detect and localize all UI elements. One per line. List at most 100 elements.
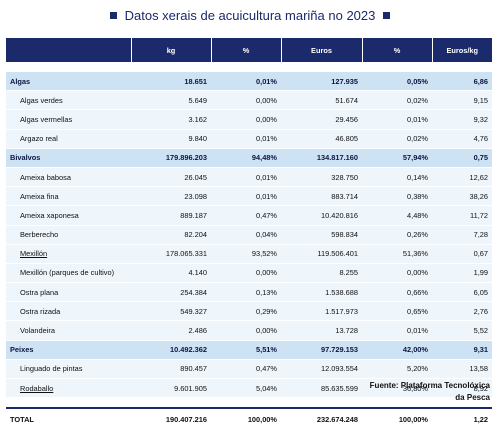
source-line-2: da Pesca (455, 393, 490, 402)
row-label: Ameixa fina (6, 186, 131, 207)
cell-euros: 13.728 (281, 320, 362, 341)
category-row: Algas 18.651 0,01% 127.935 0,05% 6,86 (6, 72, 492, 92)
cell-euros-pct: 0,38% (362, 186, 432, 207)
cell-euros-pct: 4,48% (362, 205, 432, 226)
cell-euros: 12.093.554 (281, 359, 362, 380)
cell-kg: 4.140 (131, 263, 211, 284)
cell-kg: 3.162 (131, 109, 211, 130)
cell-euros-kg: 0,75 (432, 148, 492, 168)
total-row: TOTAL 190.407.216 100,00% 232.674.248 100,00… (6, 407, 492, 430)
item-row: Volandeira 2.486 0,00% 13.728 0,01% 5,52 (6, 320, 492, 341)
cell-euros-pct: 5,20% (362, 359, 432, 380)
cell-euros-pct: 36,80% (362, 378, 432, 399)
cell-kg-pct: 0,01% (211, 129, 281, 149)
item-row: Ameixa babosa 26.045 0,01% 328.750 0,14% 12,6… (6, 167, 492, 188)
cell-kg: 82.204 (131, 225, 211, 245)
row-label: Mexillón (parques de cultivo) (6, 263, 131, 284)
cell-euros: 134.817.160 (281, 148, 362, 168)
cell-kg: 179.896.203 (131, 148, 211, 168)
cell-euros-pct: 0,65% (362, 301, 432, 322)
cell-euros-pct: 0,14% (362, 167, 432, 188)
row-label: Ostra rizada (6, 301, 131, 322)
cell-euros-kg: 6,05 (432, 282, 492, 303)
cell-euros-pct: 0,01% (362, 109, 432, 130)
cell-euros: 883.714 (281, 186, 362, 207)
cell-euros: 8.255 (281, 263, 362, 284)
cell-euros-kg: 5,52 (432, 320, 492, 341)
square-bullet-icon (109, 12, 117, 19)
cell-kg-pct: 0,00% (211, 320, 281, 341)
cell-kg: 178.065.331 (131, 244, 211, 264)
row-label: Peixes (6, 340, 131, 360)
item-row: Ameixa xaponesa 889.187 0,47% 10.420.816 4,4… (6, 205, 492, 226)
source-note: Fuente: Plataforma Tecnolóxica da Pesca (270, 380, 490, 404)
cell-kg: 5.649 (131, 90, 211, 111)
category-row: Bivalvos 179.896.203 94,48% 134.817.160 57,9… (6, 148, 492, 168)
row-label: Ameixa xaponesa (6, 205, 131, 226)
item-row: Berberecho 82.204 0,04% 598.834 0,26% 7,28 (6, 225, 492, 245)
table-body: Algas 18.651 0,01% 127.935 0,05% 6,86 Algas ve… (6, 62, 492, 430)
category-row: Peixes 10.492.362 5,51% 97.729.153 42,00% 9,3… (6, 340, 492, 360)
cell-kg-pct: 0,01% (211, 72, 281, 92)
cell-kg-pct: 0,00% (211, 109, 281, 130)
cell-euros-pct: 0,66% (362, 282, 432, 303)
cell-euros-kg: 2,76 (432, 301, 492, 322)
cell-euros-kg: 13,58 (432, 359, 492, 380)
item-row: Ameixa fina 23.098 0,01% 883.714 0,38% 38,26 (6, 186, 492, 207)
cell-kg-pct: 0,29% (211, 301, 281, 322)
cell-euros-kg: 11,72 (432, 205, 492, 226)
cell-kg: 889.187 (131, 205, 211, 226)
item-row: Linguado de pintas 890.457 0,47% 12.093.554… (6, 359, 492, 380)
cell-euros-pct: 51,36% (362, 244, 432, 264)
row-label: Algas verdes (6, 90, 131, 111)
cell-kg: 9.840 (131, 129, 211, 149)
cell-kg: 254.384 (131, 282, 211, 303)
cell-kg-pct: 0,47% (211, 359, 281, 380)
row-label: Rodaballo (6, 378, 131, 399)
cell-kg: 23.098 (131, 186, 211, 207)
cell-euros-pct: 57,94% (362, 148, 432, 168)
cell-kg: 9.601.905 (131, 378, 211, 399)
row-label: Bivalvos (6, 148, 131, 168)
cell-euros-pct: 42,00% (362, 340, 432, 360)
cell-kg-pct: 0,04% (211, 225, 281, 245)
cell-euros: 328.750 (281, 167, 362, 188)
cell-kg-pct: 0,13% (211, 282, 281, 303)
cell-euros-pct: 100,00% (362, 407, 432, 430)
cell-euros-kg: 7,28 (432, 225, 492, 245)
source-line-1: Fuente: Plataforma Tecnolóxica (369, 381, 490, 390)
item-row: Algas vermellas 3.162 0,00% 29.456 0,01% 9,32 (6, 109, 492, 130)
report-title: Datos xerais de acuicultura mariña no 20… (0, 8, 500, 23)
item-row: Mexillón 178.065.331 93,52% 119.506.401 51,3… (6, 244, 492, 264)
row-label: Ameixa babosa (6, 167, 131, 188)
title-text: Datos xerais de acuicultura mariña no 20… (124, 8, 376, 23)
col-header-euros-kg: Euros/kg (432, 38, 492, 62)
square-bullet-icon (383, 12, 391, 19)
item-row: Ostra rizada 549.327 0,29% 1.517.973 0,65% 2,… (6, 301, 492, 322)
cell-euros: 46.805 (281, 129, 362, 149)
item-row: Argazo real 9.840 0,01% 46.805 0,02% 4,76 (6, 129, 492, 149)
cell-euros-kg: 12,62 (432, 167, 492, 188)
item-row: Mexillón (parques de cultivo) 4.140 0,00% 8… (6, 263, 492, 284)
col-header-kg-pct: % (211, 38, 282, 62)
cell-kg-pct: 5,51% (211, 340, 281, 360)
item-row: Rodaballo 9.601.905 5,04% 85.635.599 36,80% 8… (6, 378, 492, 399)
cell-kg-pct: 100,00% (211, 407, 281, 430)
cell-euros: 119.506.401 (281, 244, 362, 264)
row-label: Ostra plana (6, 282, 131, 303)
item-row: Ostra plana 254.384 0,13% 1.538.688 0,66% 6,0… (6, 282, 492, 303)
cell-kg-pct: 0,47% (211, 205, 281, 226)
cell-euros-pct: 0,02% (362, 90, 432, 111)
cell-euros: 598.834 (281, 225, 362, 245)
col-header-euros-pct: % (362, 38, 433, 62)
row-label: Mexillón (6, 244, 131, 264)
cell-euros: 29.456 (281, 109, 362, 130)
cell-kg: 18.651 (131, 72, 211, 92)
cell-euros: 1.538.688 (281, 282, 362, 303)
cell-kg-pct: 94,48% (211, 148, 281, 168)
cell-kg-pct: 93,52% (211, 244, 281, 264)
col-header-euros: Euros (281, 38, 363, 62)
spacer-row (6, 62, 492, 72)
cell-euros: 85.635.599 (281, 378, 362, 399)
cell-kg: 190.407.216 (131, 407, 211, 430)
